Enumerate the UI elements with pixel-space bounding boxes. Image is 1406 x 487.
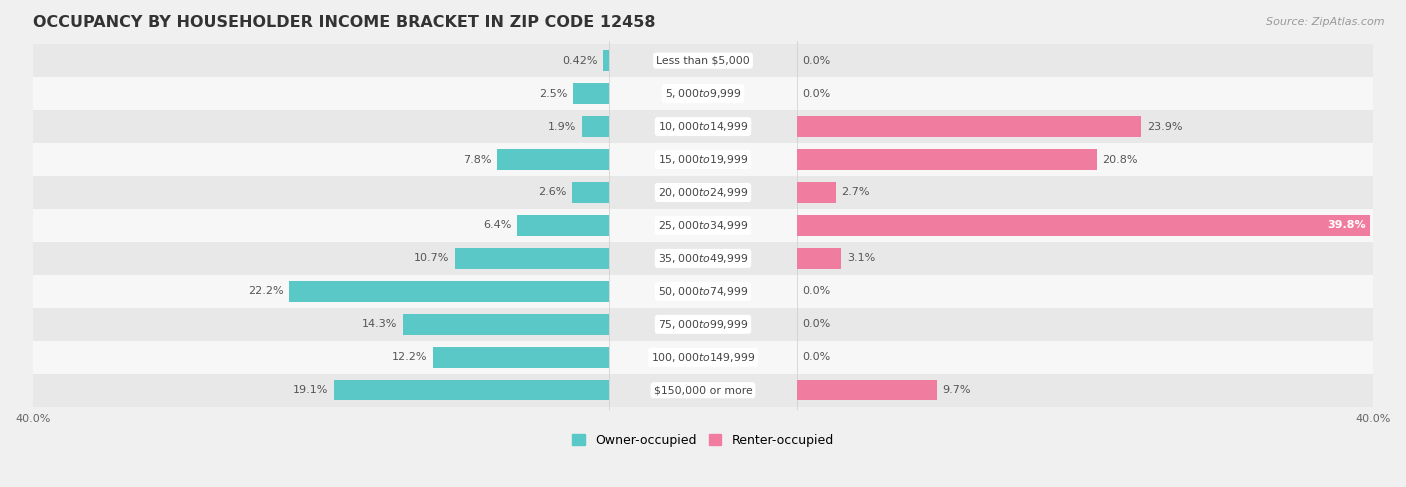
Bar [290, 281, 609, 301]
Bar [32, 275, 1374, 308]
Legend: Owner-occupied, Renter-occupied: Owner-occupied, Renter-occupied [568, 429, 838, 452]
Text: 9.7%: 9.7% [942, 385, 970, 395]
Text: 23.9%: 23.9% [1147, 122, 1182, 131]
Bar [797, 215, 1371, 236]
Text: 3.1%: 3.1% [848, 253, 876, 263]
Bar [32, 209, 1374, 242]
Text: 6.4%: 6.4% [482, 221, 512, 230]
Bar [32, 143, 1374, 176]
Bar [433, 347, 609, 368]
Bar [517, 215, 609, 236]
Text: 7.8%: 7.8% [463, 154, 491, 165]
Bar [32, 110, 1374, 143]
Text: Less than $5,000: Less than $5,000 [657, 56, 749, 66]
Text: $15,000 to $19,999: $15,000 to $19,999 [658, 153, 748, 166]
Bar [32, 308, 1374, 341]
Text: 0.0%: 0.0% [803, 286, 831, 297]
Bar [797, 182, 835, 203]
Text: $35,000 to $49,999: $35,000 to $49,999 [658, 252, 748, 265]
Text: 1.9%: 1.9% [548, 122, 576, 131]
Bar [32, 44, 1374, 77]
Bar [456, 248, 609, 269]
Text: 2.5%: 2.5% [538, 89, 568, 99]
Text: $75,000 to $99,999: $75,000 to $99,999 [658, 318, 748, 331]
Text: 0.0%: 0.0% [803, 89, 831, 99]
Text: $10,000 to $14,999: $10,000 to $14,999 [658, 120, 748, 133]
Bar [32, 242, 1374, 275]
Text: 2.6%: 2.6% [537, 187, 567, 198]
Bar [797, 150, 1097, 170]
Text: 10.7%: 10.7% [413, 253, 450, 263]
Bar [496, 150, 609, 170]
Text: $100,000 to $149,999: $100,000 to $149,999 [651, 351, 755, 364]
Bar [582, 116, 609, 137]
Text: 14.3%: 14.3% [361, 319, 398, 329]
Bar [574, 83, 609, 104]
Text: 39.8%: 39.8% [1327, 221, 1367, 230]
Text: Source: ZipAtlas.com: Source: ZipAtlas.com [1267, 17, 1385, 27]
Text: 0.0%: 0.0% [803, 319, 831, 329]
Text: 0.0%: 0.0% [803, 56, 831, 66]
Text: $25,000 to $34,999: $25,000 to $34,999 [658, 219, 748, 232]
Bar [32, 374, 1374, 407]
Text: OCCUPANCY BY HOUSEHOLDER INCOME BRACKET IN ZIP CODE 12458: OCCUPANCY BY HOUSEHOLDER INCOME BRACKET … [32, 15, 655, 30]
Bar [572, 182, 609, 203]
Text: $20,000 to $24,999: $20,000 to $24,999 [658, 186, 748, 199]
Bar [32, 341, 1374, 374]
Bar [32, 176, 1374, 209]
Bar [335, 380, 609, 400]
Text: $50,000 to $74,999: $50,000 to $74,999 [658, 285, 748, 298]
Text: 12.2%: 12.2% [392, 352, 427, 362]
Text: $150,000 or more: $150,000 or more [654, 385, 752, 395]
Text: 20.8%: 20.8% [1102, 154, 1137, 165]
Bar [603, 51, 609, 71]
Bar [797, 116, 1142, 137]
Bar [404, 314, 609, 335]
Text: 19.1%: 19.1% [292, 385, 328, 395]
Bar [32, 77, 1374, 110]
Text: 2.7%: 2.7% [841, 187, 870, 198]
Text: 22.2%: 22.2% [247, 286, 284, 297]
Text: 0.42%: 0.42% [562, 56, 598, 66]
Text: 0.0%: 0.0% [803, 352, 831, 362]
Text: $5,000 to $9,999: $5,000 to $9,999 [665, 87, 741, 100]
Bar [797, 248, 841, 269]
Bar [797, 380, 936, 400]
